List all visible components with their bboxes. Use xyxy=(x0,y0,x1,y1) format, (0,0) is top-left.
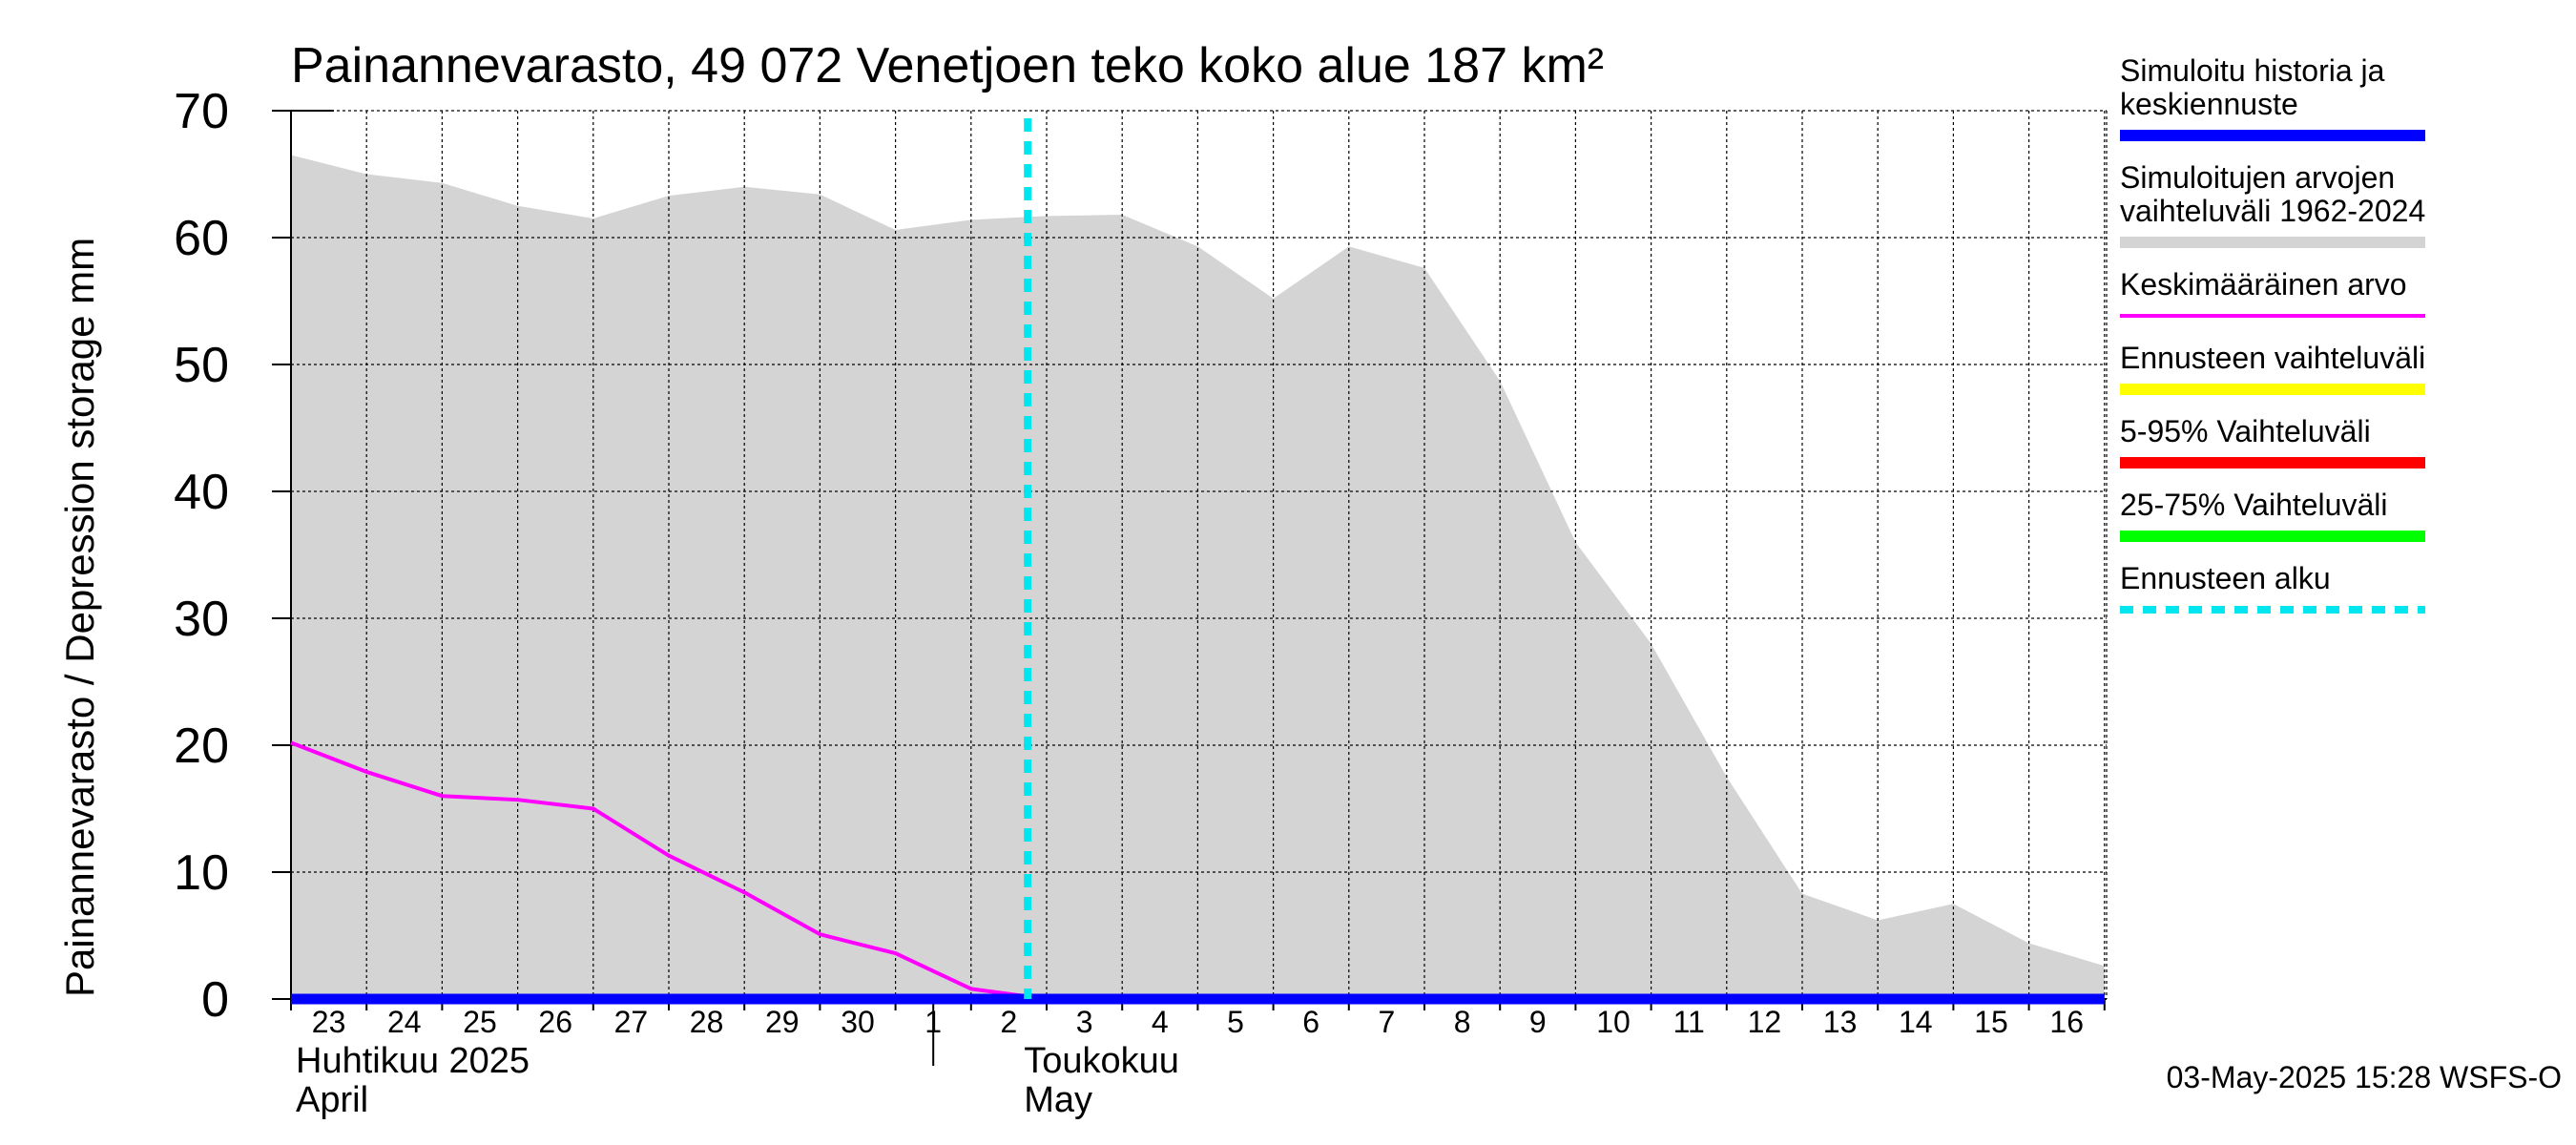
y-tick-label: 10 xyxy=(174,845,229,901)
x-tick-label: 14 xyxy=(1899,1005,1933,1039)
x-tick-label: 9 xyxy=(1529,1005,1547,1039)
timestamp: 03-May-2025 15:28 WSFS-O xyxy=(2167,1060,2562,1094)
x-tick-label: 24 xyxy=(387,1005,422,1039)
x-tick-label: 23 xyxy=(312,1005,346,1039)
chart-title: Painannevarasto, 49 072 Venetjoen teko k… xyxy=(291,38,1604,94)
y-tick-label: 20 xyxy=(174,718,229,774)
legend-item: 5-95% Vaihteluväli xyxy=(2120,414,2425,468)
month-label: Toukokuu xyxy=(1024,1041,1179,1081)
x-tick-label: 2 xyxy=(1001,1005,1018,1039)
x-tick-label: 25 xyxy=(463,1005,497,1039)
x-tick-label: 3 xyxy=(1076,1005,1093,1039)
legend-label: Simuloitu historia ja xyxy=(2120,53,2385,88)
legend: Simuloitu historia jakeskiennusteSimuloi… xyxy=(2120,53,2425,614)
legend-label: Keskimääräinen arvo xyxy=(2120,267,2407,302)
month-label-en: May xyxy=(1024,1080,1092,1120)
x-tick-label: 28 xyxy=(690,1005,724,1039)
x-tick-label: 8 xyxy=(1454,1005,1471,1039)
x-tick-label: 10 xyxy=(1596,1005,1631,1039)
y-tick-label: 70 xyxy=(174,84,229,139)
legend-item: 25-75% Vaihteluväli xyxy=(2120,488,2425,542)
legend-label: Simuloitujen arvojen xyxy=(2120,160,2395,195)
x-tick-label: 15 xyxy=(1974,1005,2008,1039)
y-tick-label: 50 xyxy=(174,338,229,393)
month-label-en: April xyxy=(296,1080,368,1120)
legend-item: Keskimääräinen arvo xyxy=(2120,267,2425,318)
x-tick-label: 5 xyxy=(1227,1005,1244,1039)
legend-label: vaihteluväli 1962-2024 xyxy=(2120,194,2425,228)
legend-item: Ennusteen alku xyxy=(2120,561,2425,614)
x-tick-label: 4 xyxy=(1152,1005,1169,1039)
x-tick-label: 11 xyxy=(1673,1005,1705,1039)
x-tick-label: 12 xyxy=(1748,1005,1782,1039)
month-label: Huhtikuu 2025 xyxy=(296,1041,530,1081)
x-tick-label: 27 xyxy=(614,1005,649,1039)
legend-label: Ennusteen vaihteluväli xyxy=(2120,341,2425,375)
legend-item: Ennusteen vaihteluväli xyxy=(2120,341,2425,395)
legend-label: 5-95% Vaihteluväli xyxy=(2120,414,2371,448)
legend-label: Ennusteen alku xyxy=(2120,561,2331,595)
x-tick-label: 7 xyxy=(1379,1005,1396,1039)
x-tick-label: 30 xyxy=(841,1005,875,1039)
x-tick-label: 13 xyxy=(1823,1005,1858,1039)
y-tick-label: 60 xyxy=(174,211,229,266)
legend-label: keskiennuste xyxy=(2120,87,2298,121)
x-tick-label: 26 xyxy=(538,1005,572,1039)
plot-area: 0 10 20 30 40 50 60 70 23 24 25 26 27 28 29 30 1 2 3 4 5 6 7 8 9… xyxy=(174,84,2108,1120)
y-tick-label: 40 xyxy=(174,465,229,520)
x-tick-label: 29 xyxy=(765,1005,800,1039)
y-axis-label: Painannevarasto / Depression storage mm xyxy=(57,238,102,997)
x-tick-label: 6 xyxy=(1302,1005,1319,1039)
y-tick-label: 30 xyxy=(174,592,229,647)
y-tick-label: 0 xyxy=(201,972,229,1028)
legend-label: 25-75% Vaihteluväli xyxy=(2120,488,2387,522)
x-tick-label: 16 xyxy=(2049,1005,2084,1039)
